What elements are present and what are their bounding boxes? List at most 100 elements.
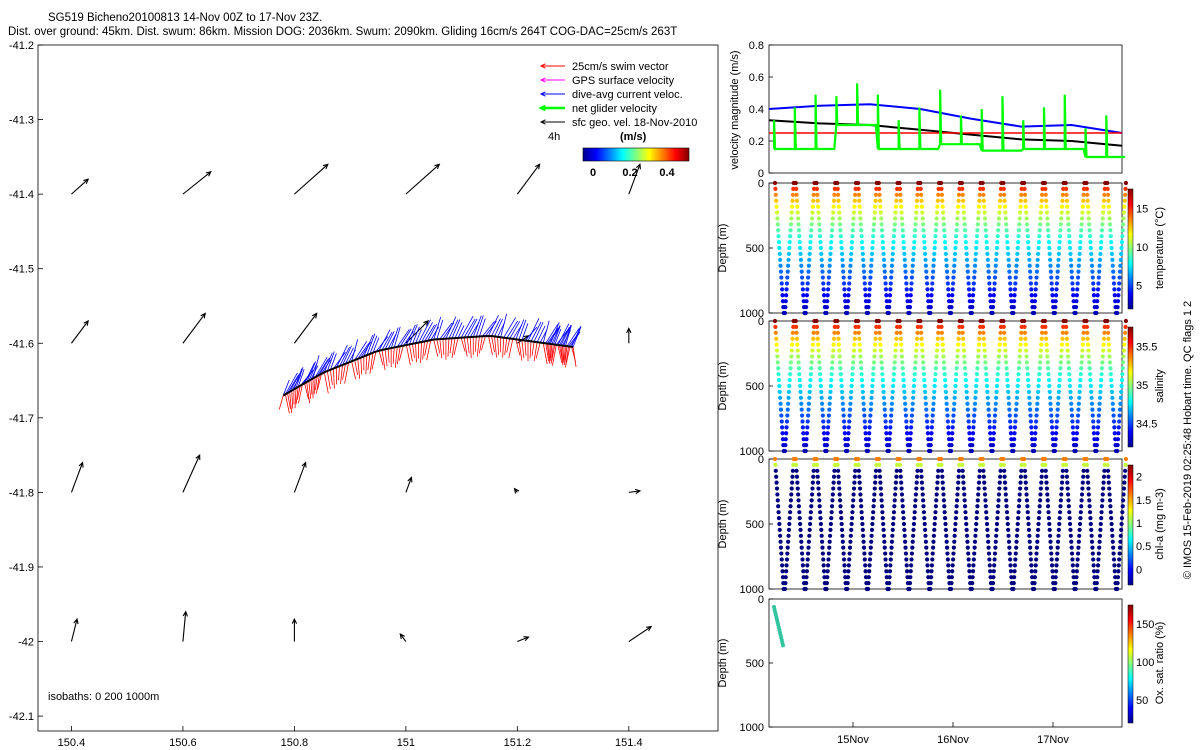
profile-point	[866, 442, 871, 448]
profile-point	[970, 304, 975, 310]
profile-point	[955, 348, 960, 353]
profile-point	[1081, 186, 1087, 192]
profile-point	[1022, 462, 1027, 468]
profile-point	[1002, 342, 1008, 347]
profile-point	[964, 395, 970, 400]
profile-point	[817, 366, 822, 371]
profile-point	[788, 360, 794, 365]
profile-point	[790, 474, 795, 479]
profile-point	[928, 580, 933, 586]
profile-point	[800, 275, 805, 280]
profile-point	[940, 480, 945, 485]
geo-vector-arrow-head	[322, 163, 329, 170]
swim-vector	[306, 381, 311, 404]
profile-point	[982, 486, 987, 491]
profile-point	[1015, 521, 1020, 527]
profile-point	[978, 462, 983, 468]
profile-point	[972, 551, 977, 556]
profile-point	[795, 342, 800, 347]
profile-point	[1100, 360, 1105, 365]
profile-point	[848, 533, 853, 538]
profile-point	[1044, 342, 1049, 347]
profile-point	[788, 228, 793, 233]
profile-point	[806, 401, 812, 406]
profile-point	[1105, 318, 1110, 324]
profile-point	[1112, 569, 1117, 574]
profile-point	[893, 486, 898, 491]
current-vector	[372, 337, 380, 353]
profile-point	[816, 204, 821, 209]
profile-point	[930, 281, 935, 286]
profile-point	[946, 287, 951, 292]
profile-point	[971, 419, 976, 424]
profile-point	[1008, 569, 1014, 574]
current-vector	[554, 329, 562, 345]
date-tick-label: 16Nov	[937, 734, 969, 746]
profile-point	[898, 330, 903, 335]
profile-point	[827, 407, 832, 412]
profile-point	[807, 245, 813, 251]
profile-point	[1064, 186, 1069, 192]
profile-point	[873, 330, 879, 335]
profile-point	[1122, 336, 1127, 341]
profile-point	[962, 228, 968, 233]
profile-point	[954, 366, 959, 371]
profile-point	[963, 510, 968, 515]
profile-point	[956, 336, 961, 341]
swim-vector	[436, 339, 441, 354]
profile-point	[934, 210, 940, 215]
profile-point	[936, 192, 941, 197]
section-colorbar	[1127, 188, 1134, 310]
swim-vector	[405, 344, 411, 366]
profile-point	[1004, 504, 1009, 509]
profile-point	[1109, 521, 1114, 527]
profile-point	[964, 521, 969, 527]
profile-point	[1106, 204, 1111, 209]
profile-point	[804, 293, 810, 298]
profile-point	[1088, 515, 1093, 521]
profile-point	[974, 377, 979, 383]
profile-point	[900, 228, 905, 233]
profile-point	[774, 480, 779, 485]
profile-point	[886, 448, 891, 454]
profile-point	[800, 563, 806, 568]
profile-point	[1045, 222, 1050, 227]
swim-vector	[333, 368, 335, 389]
profile-point	[1117, 275, 1122, 280]
profile-point	[913, 492, 918, 497]
profile-point	[892, 228, 897, 233]
profile-point	[1022, 324, 1027, 330]
profile-point	[1024, 216, 1029, 221]
profile-point	[1084, 462, 1089, 468]
current-vector	[333, 351, 346, 369]
profile-point	[1102, 330, 1107, 335]
profile-point	[904, 557, 909, 562]
profile-point	[972, 545, 977, 550]
profile-point	[776, 377, 782, 383]
profile-point	[1088, 521, 1093, 527]
profile-point	[921, 360, 926, 365]
profile-point	[1028, 413, 1033, 418]
current-vector	[306, 361, 317, 383]
profile-point	[1036, 239, 1042, 245]
profile-point	[828, 245, 833, 251]
profile-point	[940, 474, 945, 479]
profile-point	[799, 269, 804, 274]
profile-point	[824, 580, 829, 586]
colorbar-tick-label: 50	[1136, 695, 1148, 707]
profile-point	[1002, 330, 1007, 335]
profile-point	[950, 431, 955, 436]
swim-vector	[381, 349, 386, 370]
profile-point	[818, 239, 823, 245]
profile-point	[798, 533, 804, 538]
profile-point	[837, 210, 842, 215]
swim-vector	[521, 340, 525, 359]
geo-vector-arrow-head	[399, 633, 405, 640]
colorbar-tick-2: 0.4	[659, 167, 675, 179]
profile-point	[993, 401, 998, 406]
profile-point	[1117, 551, 1122, 556]
profile-point	[1073, 580, 1079, 586]
profile-point	[996, 498, 1001, 503]
profile-point	[861, 539, 866, 544]
